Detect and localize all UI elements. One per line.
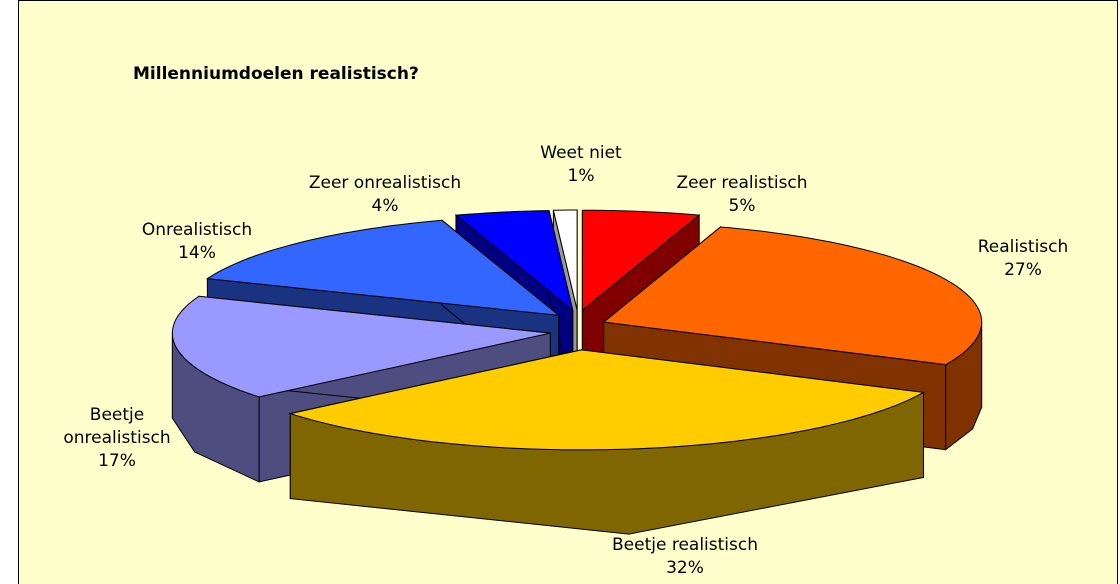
data-label: Weet niet 1% — [521, 142, 641, 188]
value-label: 32% — [666, 558, 704, 578]
category-label: Beetje onrealistisch — [63, 405, 171, 448]
slice — [205, 219, 561, 317]
slice — [454, 210, 574, 312]
category-label: Onrealistisch — [141, 220, 253, 240]
data-label: Realistisch 27% — [948, 236, 1098, 282]
data-label: Beetje realistisch 32% — [560, 534, 810, 580]
data-label: Onrealistisch 14% — [117, 219, 277, 265]
data-label: Zeer realistisch 5% — [642, 172, 842, 218]
chart-title: Millenniumdoelen realistisch? — [133, 64, 419, 84]
category-label: Zeer realistisch — [676, 173, 808, 193]
slice — [581, 209, 701, 312]
category-label: Realistisch — [977, 237, 1069, 257]
value-label: 17% — [98, 451, 136, 471]
value-label: 5% — [728, 196, 756, 216]
value-label: 27% — [1004, 260, 1042, 280]
category-label: Weet niet — [540, 143, 622, 163]
slice — [552, 209, 578, 311]
data-label: Beetje onrealistisch 17% — [55, 404, 180, 473]
value-label: 4% — [371, 196, 399, 216]
value-label: 14% — [178, 243, 216, 263]
data-label: Zeer onrealistisch 4% — [285, 172, 485, 218]
value-label: 1% — [567, 166, 595, 186]
slice — [602, 226, 983, 366]
slice — [288, 349, 926, 451]
slice — [171, 295, 551, 398]
category-label: Zeer onrealistisch — [308, 173, 462, 193]
category-label: Beetje realistisch — [612, 535, 758, 555]
